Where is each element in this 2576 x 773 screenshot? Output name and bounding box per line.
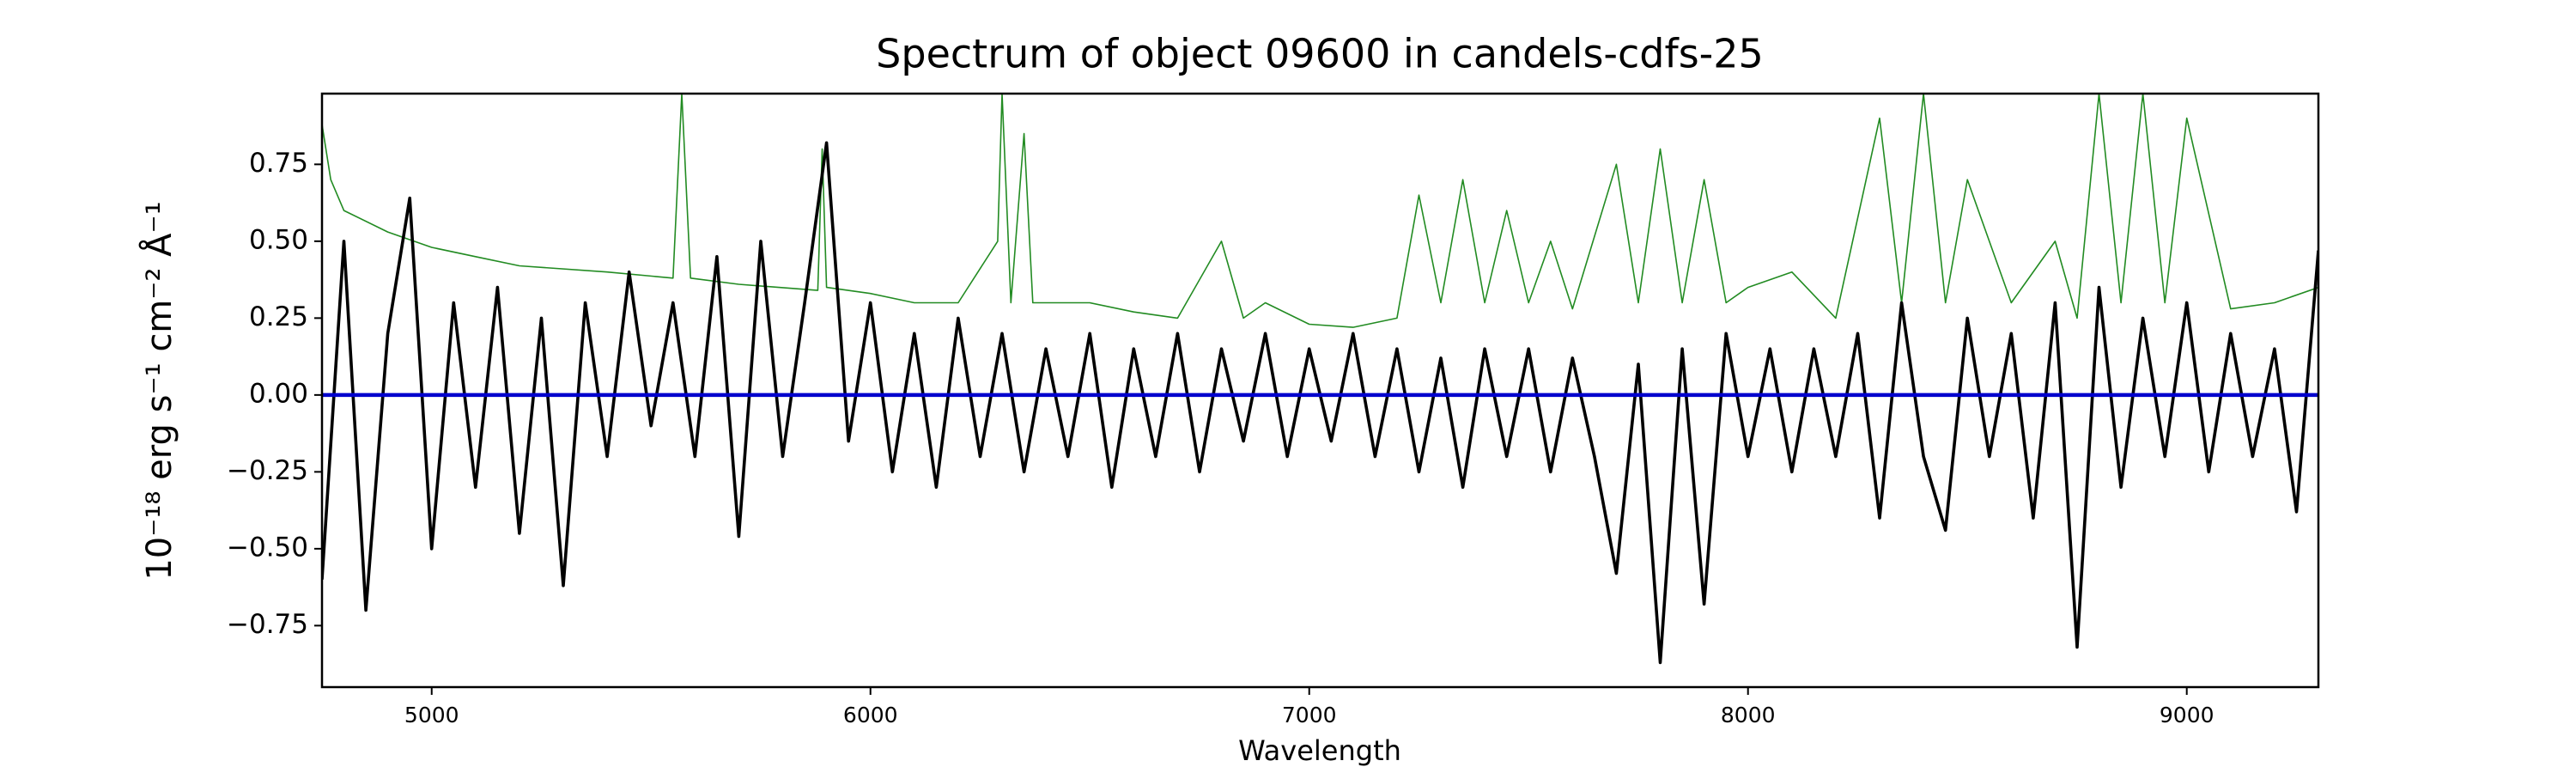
spectrum-line — [322, 94, 2318, 328]
x-tick-label: 9000 — [2160, 703, 2215, 727]
plot-frame — [320, 92, 2320, 689]
x-tick-label: 6000 — [843, 703, 898, 727]
chart-title: Spectrum of object 09600 in candels-cdfs… — [876, 31, 1764, 77]
y-tick-label: −0.25 — [227, 455, 308, 486]
x-tick-label: 8000 — [1721, 703, 1776, 727]
y-tick-label: 0.25 — [249, 301, 308, 332]
x-axis-label: Wavelength — [1238, 734, 1401, 767]
spectrum-line — [322, 141, 2318, 665]
x-tick-label: 5000 — [404, 703, 459, 727]
x-tick-label: 7000 — [1282, 703, 1337, 727]
y-tick-label: −0.75 — [227, 609, 308, 640]
y-axis-label: 10⁻¹⁸ erg s⁻¹ cm⁻² Å⁻¹ — [138, 201, 179, 580]
y-tick-label: −0.50 — [227, 532, 308, 563]
y-tick-label: 0.50 — [249, 224, 308, 255]
y-tick-label: 0.00 — [249, 378, 308, 409]
y-tick-label: 0.75 — [249, 148, 308, 179]
